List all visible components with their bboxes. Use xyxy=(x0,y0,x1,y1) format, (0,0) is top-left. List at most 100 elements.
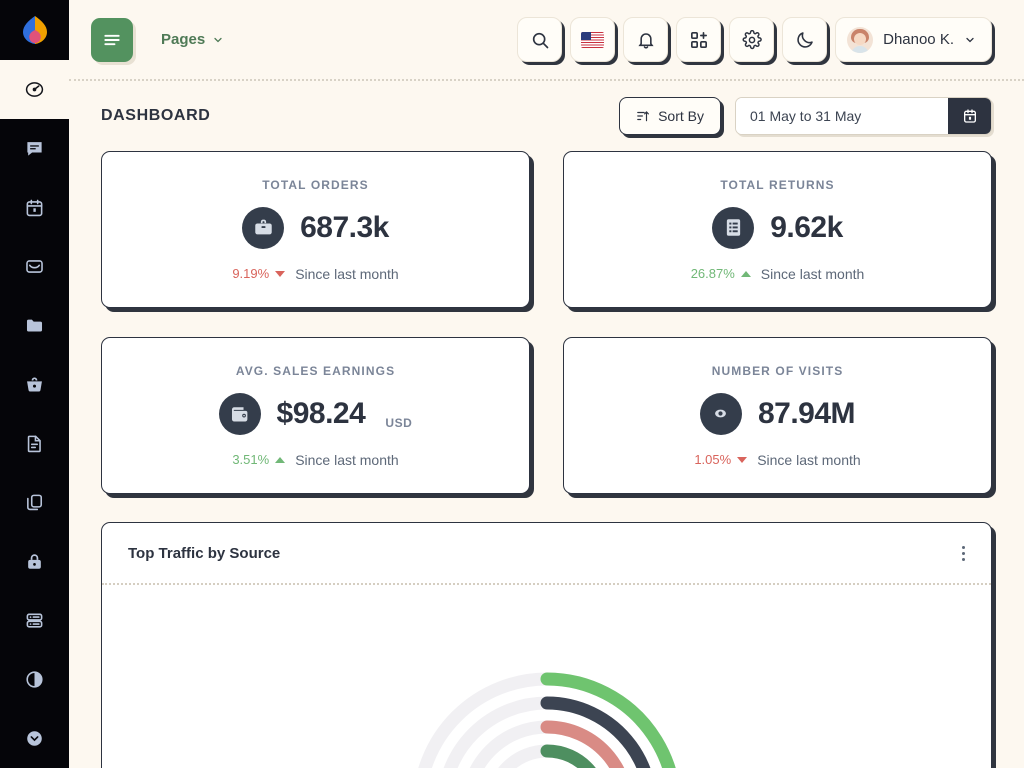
trend-down-icon xyxy=(275,270,286,277)
date-range-picker[interactable]: 01 May to 31 May xyxy=(735,97,992,135)
stat-footer: 3.51% Since last month xyxy=(232,452,398,468)
sidebar-rail xyxy=(0,0,69,768)
hamburger-icon xyxy=(104,34,120,45)
kebab-dot xyxy=(962,551,965,555)
user-menu-button[interactable]: Dhanoo K. xyxy=(835,17,992,62)
stat-delta-caption: Since last month xyxy=(760,265,865,282)
sidebar-items xyxy=(0,60,69,768)
apps-button[interactable] xyxy=(676,17,722,62)
app-logo[interactable] xyxy=(0,0,69,60)
language-button[interactable] xyxy=(570,17,616,62)
content-area: DASHBOARD Sort By 01 May to 31 May xyxy=(69,81,1024,768)
receipt-list-icon xyxy=(726,219,740,236)
stat-delta-caption: Since last month xyxy=(295,265,399,282)
language-flag-icon xyxy=(581,31,605,48)
stat-delta-value: 3.51% xyxy=(232,452,270,467)
radial-arc-4 xyxy=(540,744,596,768)
search-icon xyxy=(532,32,548,48)
stat-delta: 1.05% xyxy=(694,452,748,467)
panel-header: Top Traffic by Source xyxy=(102,523,991,585)
page-title: DASHBOARD xyxy=(101,107,211,124)
topbar-actions: Dhanoo K. xyxy=(517,17,992,62)
pages-dropdown[interactable]: Pages xyxy=(161,31,224,48)
sidebar-item-ecommerce[interactable] xyxy=(0,355,69,414)
calendar-icon xyxy=(26,199,43,217)
radial-arc-2 xyxy=(540,696,650,768)
menu-toggle[interactable] xyxy=(91,17,133,62)
stat-delta: 3.51% xyxy=(232,452,286,467)
sidebar-item-tables[interactable] xyxy=(0,591,69,650)
dark-mode-button[interactable] xyxy=(782,17,828,62)
stat-value-row: 687.3k xyxy=(242,206,389,249)
stat-label: TOTAL RETURNS xyxy=(720,177,835,192)
stat-value: $98.24 xyxy=(276,396,366,430)
sort-by-button[interactable]: Sort By xyxy=(619,97,721,135)
speedometer-icon xyxy=(25,82,44,97)
sidebar-item-inbox[interactable] xyxy=(0,237,69,296)
sidebar-item-extra[interactable] xyxy=(0,709,69,768)
trend-up-icon xyxy=(740,270,751,277)
stat-label: AVG. SALES EARNINGS xyxy=(235,363,396,378)
stat-icon-wrap xyxy=(218,392,261,435)
bell-icon xyxy=(638,32,654,49)
stat-card-total-orders: TOTAL ORDERS 687.3k 9 xyxy=(101,151,530,308)
stat-footer: 26.87% Since last month xyxy=(691,266,865,282)
stat-value: 9.62k xyxy=(770,210,843,244)
sidebar-item-pages[interactable] xyxy=(0,473,69,532)
page-header: DASHBOARD Sort By 01 May to 31 May xyxy=(101,81,992,151)
kebab-dot xyxy=(962,545,965,549)
sidebar-item-chat[interactable] xyxy=(0,119,69,178)
user-name: Dhanoo K. xyxy=(883,31,954,48)
stat-value-row: 87.94M xyxy=(699,392,856,435)
top-traffic-panel: Top Traffic by Source xyxy=(101,522,992,768)
stat-label: NUMBER OF VISITS xyxy=(711,363,844,378)
folder-icon xyxy=(26,319,43,332)
stat-value: 87.94M xyxy=(757,396,856,430)
stat-value-row: $98.24 USD xyxy=(218,392,413,435)
sort-by-label: Sort By xyxy=(658,108,704,124)
sidebar-item-dashboard[interactable] xyxy=(0,60,69,119)
stat-delta-value: 1.05% xyxy=(694,452,732,467)
calendar-picker-button[interactable] xyxy=(948,98,991,134)
sidebar-item-files[interactable] xyxy=(0,296,69,355)
gear-icon xyxy=(742,29,762,49)
stat-delta: 9.19% xyxy=(232,266,286,281)
chat-bubble-icon xyxy=(27,142,42,156)
sidebar-item-authentication[interactable] xyxy=(0,532,69,591)
settings-button[interactable] xyxy=(729,17,775,62)
apps-grid-icon xyxy=(690,31,707,48)
stat-icon-wrap xyxy=(712,206,755,249)
sort-ascending-icon xyxy=(637,111,650,122)
panel-kebab-menu[interactable] xyxy=(962,545,965,561)
avatar xyxy=(847,26,874,53)
chevron-down-icon xyxy=(966,37,974,42)
chevron-circle-icon xyxy=(27,731,42,746)
eye-disc-icon xyxy=(715,409,727,418)
sidebar-item-calendar[interactable] xyxy=(0,178,69,237)
sidebar-item-invoices[interactable] xyxy=(0,414,69,473)
stat-unit: USD xyxy=(385,415,413,430)
server-rows-icon xyxy=(26,613,43,628)
search-button[interactable] xyxy=(517,17,563,62)
briefcase-icon xyxy=(254,219,272,235)
stat-delta-caption: Since last month xyxy=(295,451,399,468)
stat-value-row: 9.62k xyxy=(712,206,843,249)
main-area: Pages xyxy=(69,0,1024,768)
sidebar-item-theme[interactable] xyxy=(0,650,69,709)
stat-icon-wrap xyxy=(242,206,285,249)
document-icon xyxy=(27,435,41,453)
stat-card-grid: TOTAL ORDERS 687.3k 9 xyxy=(101,151,992,494)
radial-arc-3 xyxy=(540,720,624,768)
panel-body xyxy=(102,585,991,768)
notifications-button[interactable] xyxy=(623,17,669,62)
kebab-dot xyxy=(962,557,965,561)
stat-icon-wrap xyxy=(699,392,742,435)
moon-icon xyxy=(796,31,813,48)
stat-card-number-of-visits: NUMBER OF VISITS 87.94M 1.05% xyxy=(563,337,992,494)
copy-pages-icon xyxy=(27,494,43,511)
trend-down-icon xyxy=(737,456,748,463)
stat-delta-caption: Since last month xyxy=(757,451,861,468)
lock-icon xyxy=(28,554,41,569)
date-range-input[interactable]: 01 May to 31 May xyxy=(736,98,948,134)
